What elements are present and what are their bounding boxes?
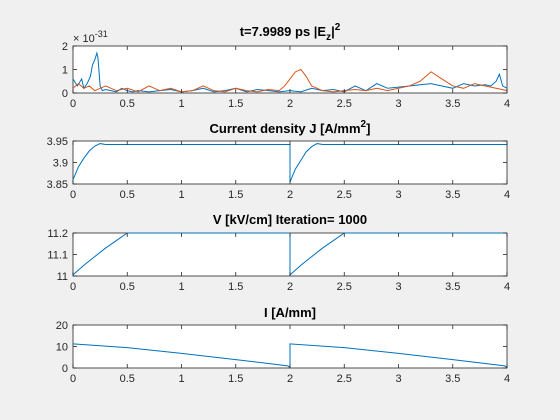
- y-tick-label: 0: [62, 363, 68, 375]
- y-exponent-label: × 10-31: [73, 29, 108, 45]
- x-tick-label: 3.5: [445, 281, 460, 293]
- x-tick-label: 1: [178, 373, 184, 385]
- x-tick-label: 4: [504, 281, 510, 293]
- x-tick-label: 0.5: [120, 281, 135, 293]
- x-tick-label: 3: [395, 98, 401, 110]
- x-tick-label: 2: [287, 98, 293, 110]
- x-tick-label: 0: [70, 373, 76, 385]
- y-tick-label: 2: [62, 41, 68, 53]
- subplot-current: 0 0.5 1 1.5 2 2.5 3 3.5 4 0 10 20 I [A/mm]: [56, 305, 510, 385]
- subplot-current-density: 0 0.5 1 1.5 2 2.5 3 3.5 4 3.85 3.9 3.95 Current dens…: [47, 119, 510, 201]
- x-tick-label: 3.5: [445, 373, 460, 385]
- x-tick-label: 4: [504, 189, 510, 201]
- subplot-title: t=7.9989 ps |Ez|2: [240, 22, 341, 43]
- subplot-voltage: 0 0.5 1 1.5 2 2.5 3 3.5 4 11 11.1 11.2 V [kV/cm] Ite…: [47, 212, 510, 293]
- x-tick-label: 0: [70, 189, 76, 201]
- y-tick-label: 11.1: [47, 250, 68, 262]
- x-tick-label: 1.5: [228, 281, 243, 293]
- series-line-1: [72, 343, 508, 369]
- x-tick-label: 4: [504, 373, 510, 385]
- x-tick-label: 3.5: [445, 189, 460, 201]
- x-tick-label: 2: [287, 281, 293, 293]
- x-tick-label: 1.5: [228, 373, 243, 385]
- x-tick-label: 0.5: [120, 189, 135, 201]
- x-tick-label: 1: [178, 281, 184, 293]
- subplot-title: I [A/mm]: [264, 305, 316, 320]
- x-tick-label: 2.5: [337, 189, 352, 201]
- y-tick-label: 11: [57, 271, 68, 283]
- x-tick-label: 2.5: [337, 373, 352, 385]
- axes-box: [72, 45, 508, 94]
- x-tick-label: 0: [70, 98, 76, 110]
- y-tick-label: 1: [62, 65, 68, 77]
- y-tick-label: 0: [62, 88, 68, 100]
- y-tick-label: 3.9: [53, 158, 68, 170]
- y-tick-label: 3.95: [47, 136, 68, 148]
- subplot-ez2: 0 0.5 1 1.5 2 2.5 3 3.5 4 0 1 2 × 10-31 t=7.9989 ps |…: [62, 22, 510, 110]
- x-tick-label: 2.5: [337, 281, 352, 293]
- x-tick-label: 1.5: [228, 98, 243, 110]
- y-tick-label: 11.2: [47, 228, 68, 240]
- x-tick-label: 1.5: [228, 189, 243, 201]
- y-tick-label: 10: [56, 342, 68, 354]
- x-tick-label: 2: [287, 189, 293, 201]
- y-tick-label: 3.85: [47, 179, 68, 191]
- subplot-title: V [kV/cm] Iteration= 1000: [213, 212, 367, 227]
- y-tick-label: 20: [56, 320, 68, 332]
- x-tick-label: 3: [395, 281, 401, 293]
- x-tick-label: 2: [287, 373, 293, 385]
- x-tick-label: 0.5: [120, 98, 135, 110]
- x-tick-label: 1: [178, 189, 184, 201]
- x-tick-label: 0: [70, 281, 76, 293]
- x-tick-label: 0.5: [120, 373, 135, 385]
- x-tick-label: 3: [395, 189, 401, 201]
- x-tick-label: 4: [504, 98, 510, 110]
- series-line-2: [72, 68, 508, 93]
- subplot-title: Current density J [A/mm2]: [210, 119, 371, 136]
- x-tick-label: 3: [395, 373, 401, 385]
- x-tick-label: 1: [178, 98, 184, 110]
- series-line-1: [72, 232, 507, 277]
- x-tick-label: 2.5: [337, 98, 352, 110]
- x-tick-label: 3.5: [445, 98, 460, 110]
- series-line-1: [72, 143, 507, 183]
